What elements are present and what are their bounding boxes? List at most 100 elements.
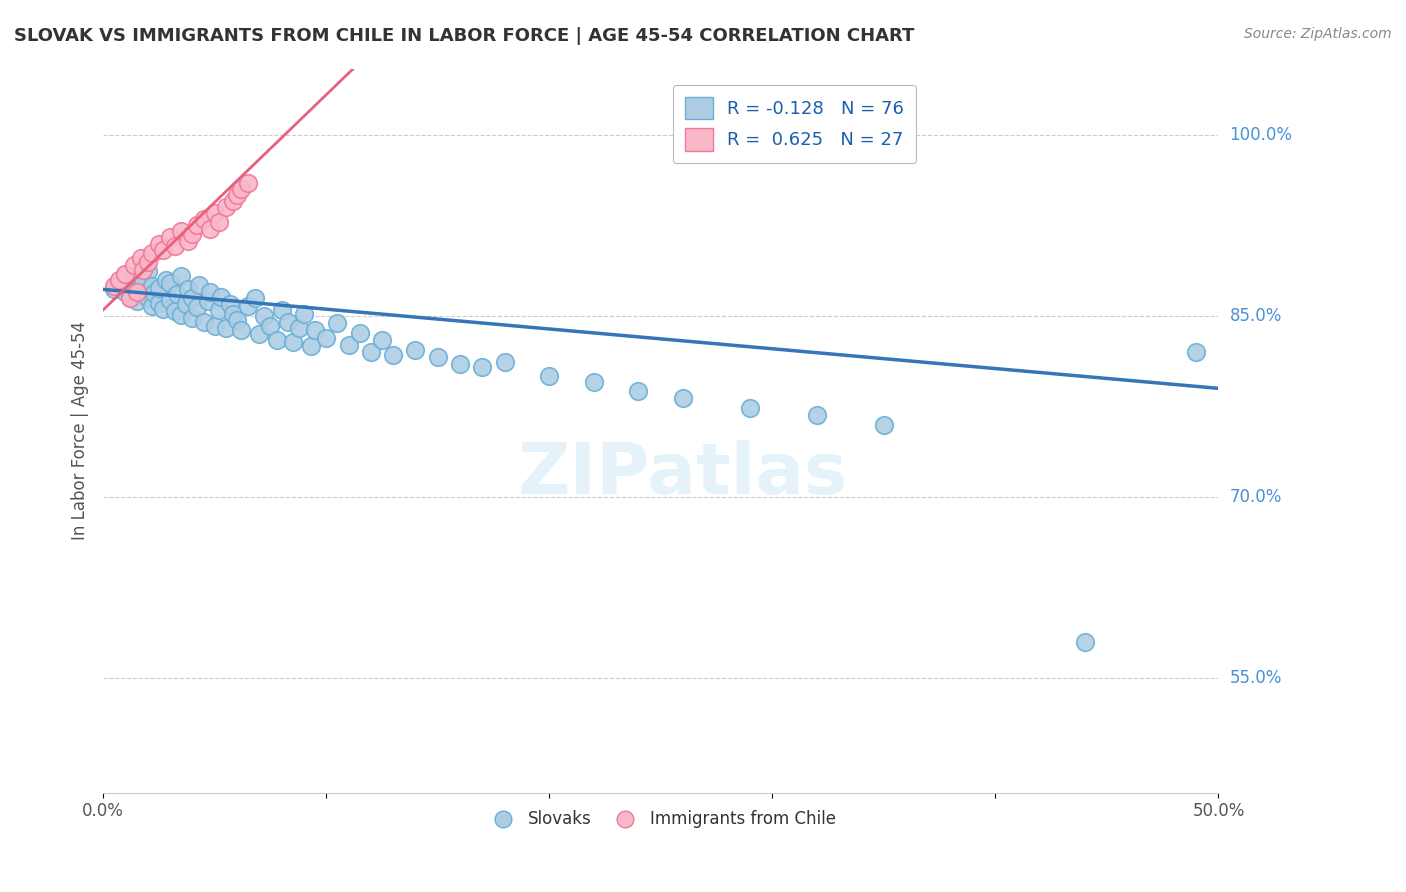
Point [304,323,326,337]
Point [382,347,405,361]
Point [170,224,193,238]
Point [226,188,249,202]
Point [143,285,166,300]
Point [155,273,177,287]
Point [1073,634,1095,648]
Point [110,275,132,289]
Point [243,291,266,305]
Point [197,294,219,309]
Point [121,277,143,292]
Point [360,345,382,359]
Point [148,236,170,251]
Point [259,318,281,333]
Point [231,182,253,196]
Point [292,306,315,320]
Point [253,309,276,323]
Y-axis label: In Labor Force | Age 45-54: In Labor Force | Age 45-54 [72,321,89,540]
Point [181,227,204,241]
Point [371,333,394,347]
Point [738,401,761,415]
Point [215,200,238,214]
Legend: Slovaks, Immigrants from Chile: Slovaks, Immigrants from Chile [479,804,842,835]
Point [270,302,292,317]
Point [152,301,174,316]
Point [177,282,200,296]
Point [200,285,222,299]
Point [672,391,695,405]
Text: 100.0%: 100.0% [1230,126,1292,144]
Point [107,273,129,287]
Point [148,295,170,310]
Point [159,293,181,308]
Point [1185,345,1208,359]
Point [226,312,249,326]
Point [118,290,141,304]
Point [118,291,141,305]
Point [186,219,208,233]
Point [141,246,163,260]
Text: 55.0%: 55.0% [1230,669,1282,687]
Point [128,284,150,298]
Point [204,206,226,220]
Point [806,408,828,422]
Point [188,277,211,292]
Point [166,287,188,301]
Point [152,243,174,257]
Point [129,251,152,265]
Point [471,359,494,374]
Point [159,230,181,244]
Point [114,267,136,281]
Point [124,258,146,272]
Text: ZIPatlas: ZIPatlas [517,440,848,508]
Point [163,239,186,253]
Point [231,323,253,337]
Point [103,278,125,293]
Text: Source: ZipAtlas.com: Source: ZipAtlas.com [1244,27,1392,41]
Point [125,270,148,285]
Point [170,308,193,322]
Point [125,294,148,309]
Point [141,299,163,313]
Text: 85.0%: 85.0% [1230,307,1282,325]
Point [103,282,125,296]
Point [215,321,238,335]
Point [494,355,516,369]
Point [221,306,243,320]
Point [148,281,170,295]
Point [266,333,288,347]
Point [125,285,148,299]
Point [208,302,231,317]
Point [114,285,136,299]
Text: 70.0%: 70.0% [1230,488,1282,506]
Point [204,318,226,333]
Point [219,297,242,311]
Point [299,339,322,353]
Point [200,222,222,236]
Point [159,277,181,291]
Point [208,215,231,229]
Point [136,291,159,305]
Point [174,297,197,311]
Point [163,304,186,318]
Point [281,335,304,350]
Point [315,331,337,345]
Point [193,315,215,329]
Point [136,254,159,268]
Point [181,311,204,326]
Point [141,278,163,293]
Point [582,376,605,390]
Point [873,417,896,432]
Point [136,264,159,278]
Point [426,350,449,364]
Point [404,343,426,357]
Point [132,263,155,277]
Point [538,369,561,384]
Point [186,301,208,315]
Point [181,291,204,305]
Point [236,176,259,190]
Point [627,384,650,398]
Point [349,326,371,340]
Point [221,194,243,209]
Point [449,357,471,371]
Point [170,269,193,284]
